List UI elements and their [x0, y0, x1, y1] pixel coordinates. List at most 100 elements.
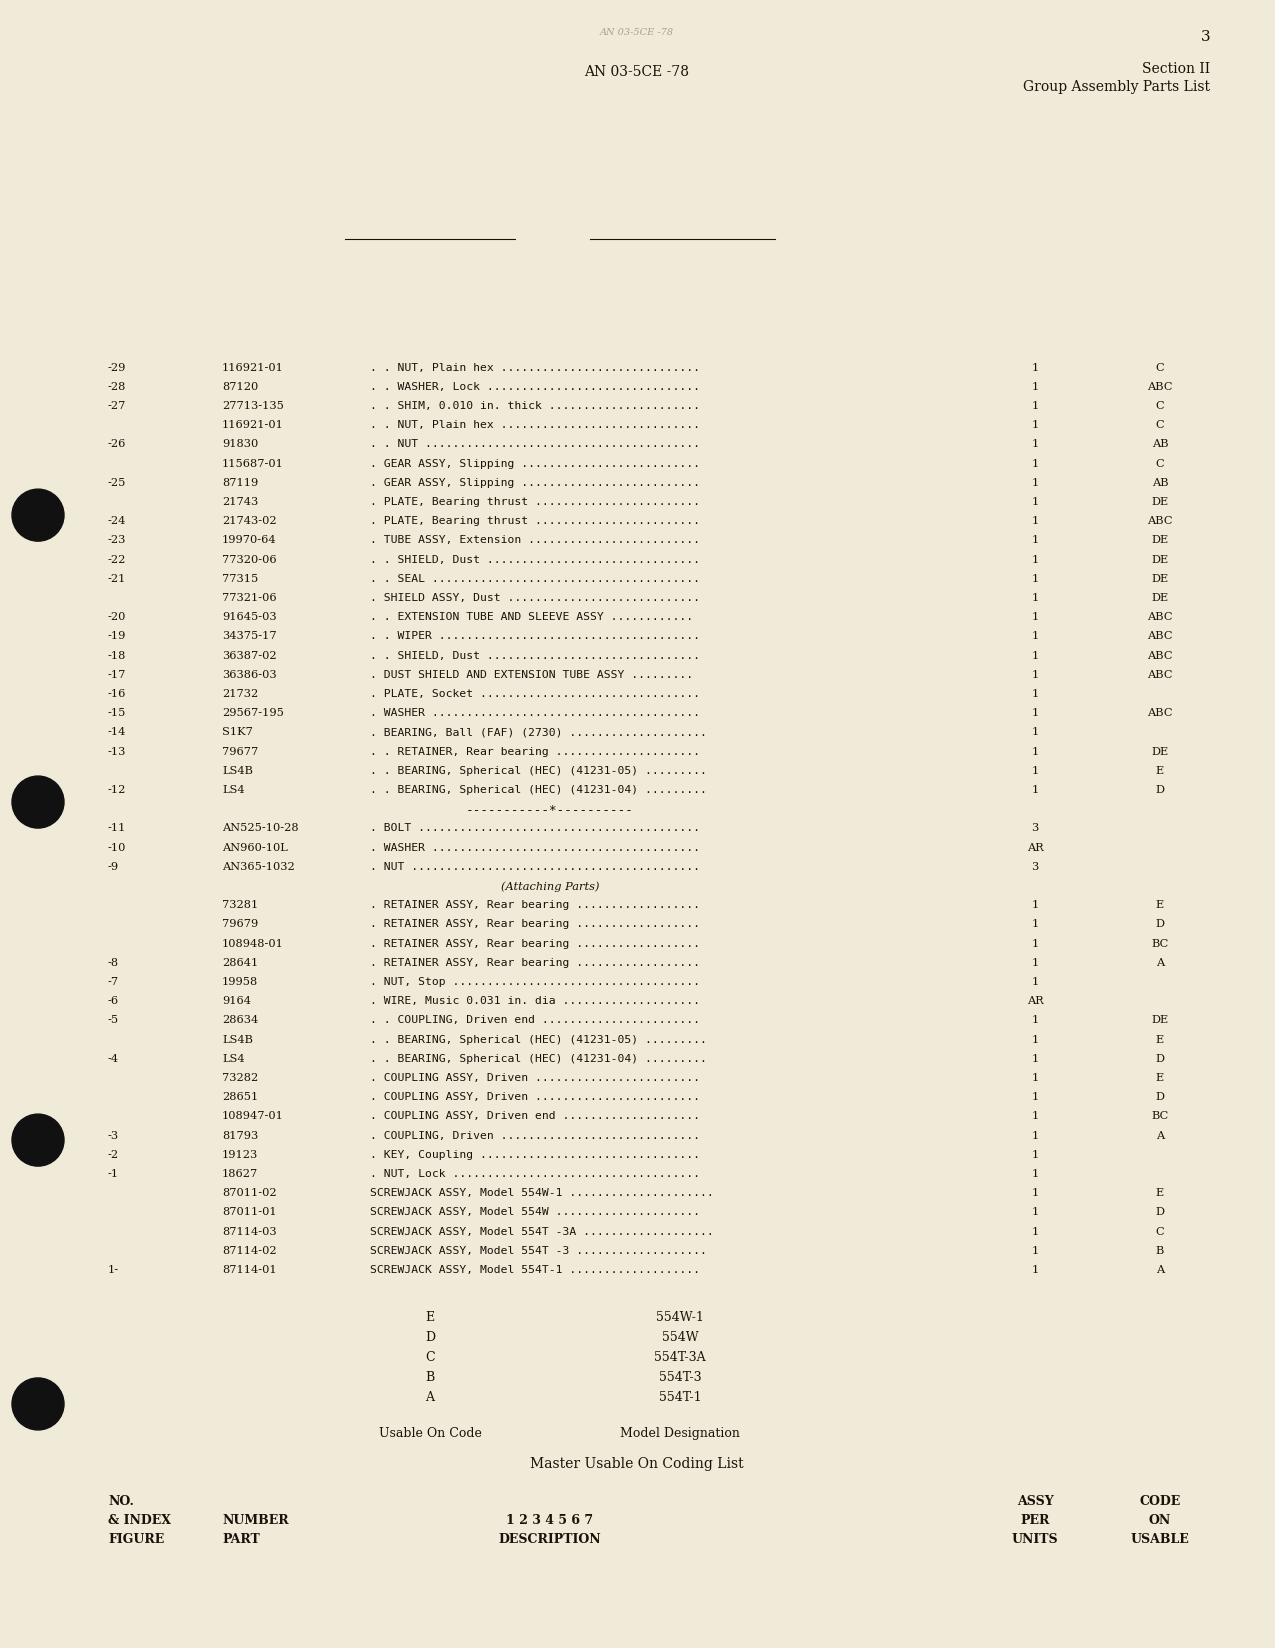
Text: -29: -29	[108, 363, 126, 372]
Text: -16: -16	[108, 689, 126, 699]
Text: A: A	[426, 1391, 435, 1402]
Text: . . WASHER, Lock ...............................: . . WASHER, Lock .......................…	[370, 382, 700, 392]
Text: -25: -25	[108, 478, 126, 488]
Text: DE: DE	[1151, 574, 1169, 583]
Text: SCREWJACK ASSY, Model 554W-1 .....................: SCREWJACK ASSY, Model 554W-1 ...........…	[370, 1188, 714, 1198]
Text: -10: -10	[108, 842, 126, 852]
Text: 1: 1	[1031, 458, 1039, 468]
Text: A: A	[1156, 957, 1164, 967]
Text: 1: 1	[1031, 920, 1039, 929]
Text: A: A	[1156, 1131, 1164, 1140]
Text: ABC: ABC	[1148, 707, 1173, 719]
Text: 79677: 79677	[222, 747, 259, 756]
Text: -22: -22	[108, 554, 126, 564]
Text: 1: 1	[1031, 727, 1039, 737]
Text: 1: 1	[1031, 611, 1039, 621]
Text: 87114-01: 87114-01	[222, 1264, 277, 1274]
Text: 1: 1	[1031, 669, 1039, 679]
Text: 29567-195: 29567-195	[222, 707, 284, 719]
Text: 21743-02: 21743-02	[222, 516, 277, 526]
Text: E: E	[1156, 1188, 1164, 1198]
Text: -11: -11	[108, 822, 126, 832]
Text: 81793: 81793	[222, 1131, 259, 1140]
Text: 1: 1	[1031, 976, 1039, 987]
Text: 1: 1	[1031, 651, 1039, 661]
Text: LS4B: LS4B	[222, 765, 252, 775]
Text: 1: 1	[1031, 516, 1039, 526]
Text: -3: -3	[108, 1131, 119, 1140]
Text: -9: -9	[108, 862, 119, 872]
Text: . WASHER .......................................: . WASHER ...............................…	[370, 842, 700, 852]
Text: . . BEARING, Spherical (HEC) (41231-04) .........: . . BEARING, Spherical (HEC) (41231-04) …	[370, 784, 706, 794]
Text: 28641: 28641	[222, 957, 259, 967]
Text: . COUPLING ASSY, Driven ........................: . COUPLING ASSY, Driven ................…	[370, 1073, 700, 1083]
Text: . RETAINER ASSY, Rear bearing ..................: . RETAINER ASSY, Rear bearing ..........…	[370, 920, 700, 929]
Text: -26: -26	[108, 438, 126, 450]
Text: Section II: Section II	[1142, 63, 1210, 76]
Text: . . SHIM, 0.010 in. thick ......................: . . SHIM, 0.010 in. thick ..............…	[370, 400, 700, 410]
Circle shape	[11, 776, 64, 829]
Text: ABC: ABC	[1148, 611, 1173, 621]
Text: 1: 1	[1031, 593, 1039, 603]
Text: 87119: 87119	[222, 478, 259, 488]
Text: AN365-1032: AN365-1032	[222, 862, 295, 872]
Text: Model Designation: Model Designation	[620, 1426, 740, 1439]
Text: E: E	[1156, 900, 1164, 910]
Text: Group Assembly Parts List: Group Assembly Parts List	[1023, 81, 1210, 94]
Text: A: A	[1156, 1264, 1164, 1274]
Text: DE: DE	[1151, 496, 1169, 506]
Text: PER: PER	[1020, 1513, 1049, 1526]
Text: -6: -6	[108, 995, 119, 1005]
Text: 116921-01: 116921-01	[222, 363, 284, 372]
Text: 9164: 9164	[222, 995, 251, 1005]
Text: 1: 1	[1031, 900, 1039, 910]
Text: 1: 1	[1031, 1073, 1039, 1083]
Text: Usable On Code: Usable On Code	[379, 1426, 482, 1439]
Circle shape	[11, 489, 64, 542]
Text: DE: DE	[1151, 747, 1169, 756]
Text: B: B	[426, 1369, 435, 1383]
Circle shape	[11, 1378, 64, 1430]
Text: -8: -8	[108, 957, 119, 967]
Text: . . NUT, Plain hex .............................: . . NUT, Plain hex .....................…	[370, 363, 700, 372]
Text: 1: 1	[1031, 938, 1039, 948]
Text: SCREWJACK ASSY, Model 554T-1 ...................: SCREWJACK ASSY, Model 554T-1 ...........…	[370, 1264, 700, 1274]
Text: 87114-02: 87114-02	[222, 1244, 277, 1256]
Text: 36387-02: 36387-02	[222, 651, 277, 661]
Text: C: C	[1155, 420, 1164, 430]
Text: . RETAINER ASSY, Rear bearing ..................: . RETAINER ASSY, Rear bearing ..........…	[370, 938, 700, 948]
Text: . . SHIELD, Dust ...............................: . . SHIELD, Dust .......................…	[370, 554, 700, 564]
Text: -15: -15	[108, 707, 126, 719]
Text: 1: 1	[1031, 1264, 1039, 1274]
Text: 1: 1	[1031, 438, 1039, 450]
Text: -12: -12	[108, 784, 126, 794]
Text: D: D	[425, 1330, 435, 1343]
Text: 1: 1	[1031, 1206, 1039, 1216]
Text: 108948-01: 108948-01	[222, 938, 284, 948]
Text: 19958: 19958	[222, 976, 259, 987]
Text: BC: BC	[1151, 1111, 1169, 1121]
Text: 1: 1	[1031, 1188, 1039, 1198]
Text: D: D	[1155, 1091, 1164, 1101]
Text: 1: 1	[1031, 1111, 1039, 1121]
Text: 115687-01: 115687-01	[222, 458, 284, 468]
Text: 1: 1	[1031, 382, 1039, 392]
Text: 1: 1	[1031, 707, 1039, 719]
Text: -5: -5	[108, 1015, 119, 1025]
Text: 1: 1	[1031, 554, 1039, 564]
Text: S1K7: S1K7	[222, 727, 252, 737]
Text: . SHIELD ASSY, Dust ............................: . SHIELD ASSY, Dust ....................…	[370, 593, 700, 603]
Text: SCREWJACK ASSY, Model 554T -3A ...................: SCREWJACK ASSY, Model 554T -3A .........…	[370, 1226, 714, 1236]
Text: 554W-1: 554W-1	[657, 1310, 704, 1323]
Text: Master Usable On Coding List: Master Usable On Coding List	[530, 1457, 743, 1470]
Text: 554T-3: 554T-3	[659, 1369, 701, 1383]
Text: . GEAR ASSY, Slipping ..........................: . GEAR ASSY, Slipping ..................…	[370, 458, 700, 468]
Text: DE: DE	[1151, 536, 1169, 545]
Text: B: B	[1156, 1244, 1164, 1256]
Text: 1: 1	[1031, 765, 1039, 775]
Text: 1: 1	[1031, 1149, 1039, 1159]
Text: 73282: 73282	[222, 1073, 259, 1083]
Text: -4: -4	[108, 1053, 119, 1063]
Text: . TUBE ASSY, Extension .........................: . TUBE ASSY, Extension .................…	[370, 536, 700, 545]
Text: C: C	[1155, 363, 1164, 372]
